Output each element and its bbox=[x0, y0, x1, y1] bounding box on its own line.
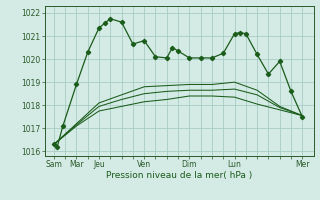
X-axis label: Pression niveau de la mer( hPa ): Pression niveau de la mer( hPa ) bbox=[106, 171, 252, 180]
